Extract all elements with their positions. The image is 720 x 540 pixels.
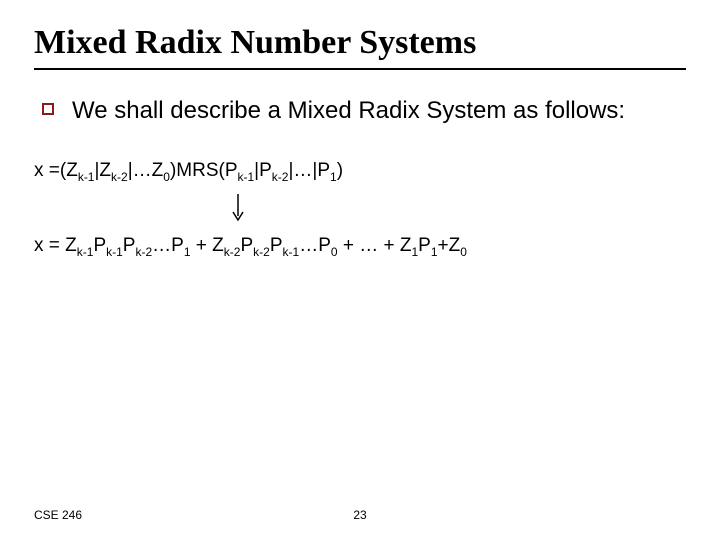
bullet-text: We shall describe a Mixed Radix System a…	[72, 96, 625, 126]
page-number: 23	[353, 508, 366, 522]
title-underline	[34, 68, 686, 70]
down-arrow-icon	[34, 194, 686, 227]
bullet-item: We shall describe a Mixed Radix System a…	[34, 96, 686, 126]
hollow-square-icon	[42, 102, 54, 120]
equation-1: x =(Zk-1|Zk-2|…Z0)MRS(Pk-1|Pk-2|…|P1)	[34, 160, 686, 184]
slide-footer: CSE 246 23	[34, 508, 686, 522]
equation-2: x = Zk-1Pk-1Pk-2…P1 + Zk-2Pk-2Pk-1…P0 + …	[34, 235, 686, 259]
slide-title: Mixed Radix Number Systems	[34, 24, 686, 62]
footer-left: CSE 246	[34, 508, 82, 522]
